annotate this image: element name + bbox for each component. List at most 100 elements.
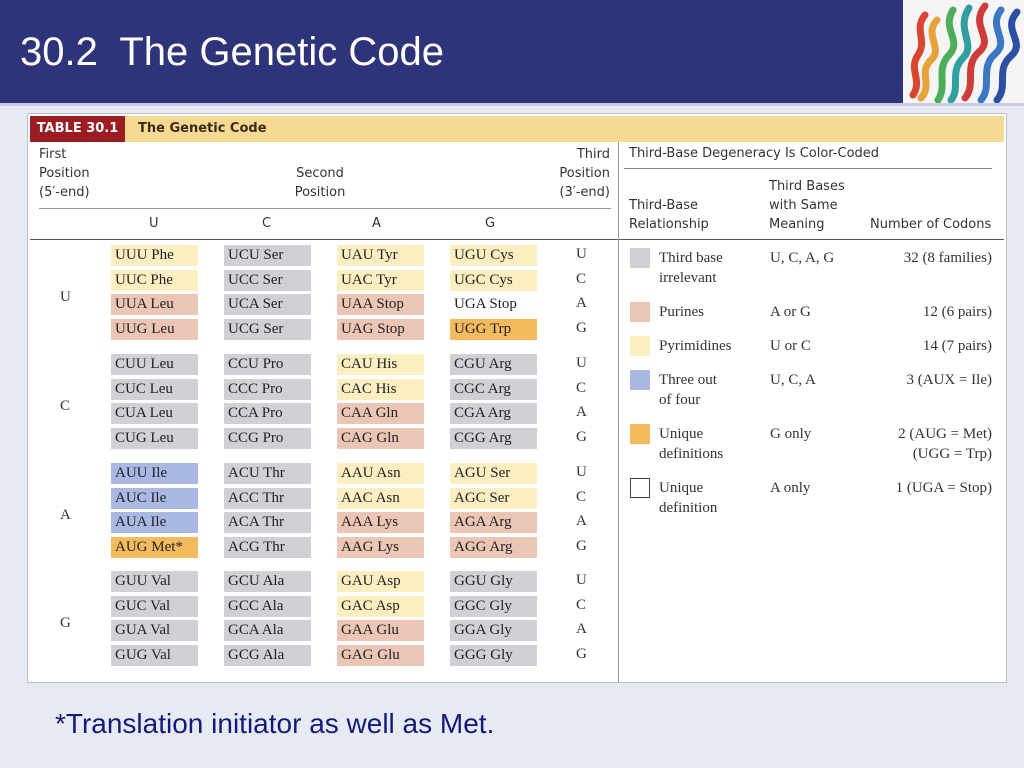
third-base-label: U [576,572,587,588]
codon-cell: ACG Thr [224,536,311,558]
codon-cell: UAC Tyr [337,269,424,291]
second-base-c: C [262,216,272,231]
legend-title: Third-Base Degeneracy Is Color-Coded [629,146,880,161]
codon-cell: CCA Pro [224,403,311,424]
codon-cell: GGG Gly [450,644,537,666]
codon-cell: ACC Thr [224,487,311,509]
first-base-label: U [60,289,71,305]
first-base-label: G [60,615,71,631]
codon-cell: CAC His [337,378,424,400]
codon-cell: AUA Ile [111,512,198,533]
codon-cell: CGA Arg [450,403,537,424]
codon-cell: UUU Phe [111,245,198,266]
title-underline [0,103,1024,106]
legend-meaning: G only [770,426,812,442]
legend-swatch-uniq [630,424,650,444]
codon-cell: GCC Ala [224,595,311,617]
genetic-code-table: TABLE 30.1 The Genetic Code First Positi… [27,113,1007,683]
legend-codon-count: 1 (UGA = Stop) [895,480,992,496]
codon-cell: GUG Val [111,644,198,666]
codon-cell: UGA Stop [450,294,537,315]
codon-cell: AGU Ser [450,463,537,484]
codon-cell: UCC Ser [224,269,311,291]
codon-cell: CGU Arg [450,354,537,375]
codon-cell: ACA Thr [224,512,311,533]
codon-cell: AAC Asn [337,487,424,509]
codon-cell: AAG Lys [337,536,424,558]
codon-cell: GGC Gly [450,595,537,617]
slide-title: 30.2 The Genetic Code [20,30,444,74]
codon-cell: GCG Ala [224,644,311,666]
legend-codon-count: 32 (8 families) [903,250,992,266]
third-base-label: C [576,596,587,613]
third-base-label: G [576,537,587,554]
codon-cell: GAA Glu [337,620,424,641]
codon-cell: UGU Cys [450,245,537,266]
third-position-header: Third Position (3′-end) [559,147,610,200]
codon-cell: GGU Gly [450,571,537,592]
legend-codon-count: 14 (7 pairs) [922,338,992,354]
codon-cell: CUC Leu [111,378,198,400]
third-base-label: A [576,621,587,637]
third-base-label: U [576,246,587,262]
codon-cell: UUC Phe [111,269,198,291]
legend-meaning: U or C [770,338,811,354]
codon-cell: UAU Tyr [337,245,424,266]
legend-codon-count: 2 (AUG = Met) (UGG = Trp) [898,426,992,462]
codon-cell: UAG Stop [337,318,424,340]
protein-structure-image [903,0,1024,104]
legend-col-meaning: Third Bases with Same Meaning [769,179,845,232]
first-base-label: C [60,398,71,414]
codon-cell: CCG Pro [224,427,311,449]
second-base-a: A [372,216,381,231]
legend-meaning: A or G [770,304,811,320]
table-top-rule [30,239,1004,240]
legend-swatch-irr [630,248,650,268]
third-base-label: C [576,488,587,505]
codon-cell: UCU Ser [224,245,311,266]
legend-meaning: A only [770,480,811,496]
codon-cell: AUU Ile [111,463,198,484]
third-base-label: G [576,428,587,445]
table-banner: TABLE 30.1 The Genetic Code [30,116,1004,142]
codon-cell: CUG Leu [111,427,198,449]
third-base-label: U [576,355,587,371]
codon-cell: UUG Leu [111,318,198,340]
legend-meaning: U, C, A, G [770,250,835,266]
codon-cell: GUA Val [111,620,198,641]
third-base-label: A [576,295,587,311]
codon-cell: UGC Cys [450,269,537,291]
legend-codon-count: 3 (AUX = Ile) [906,372,992,388]
codon-cell: CAG Gln [337,427,424,449]
codon-cell: GUC Val [111,595,198,617]
first-base-label: A [60,507,71,523]
legend-swatch-three [630,370,650,390]
third-base-label: A [576,404,587,420]
legend-meaning: U, C, A [770,372,816,388]
codon-cell: CGC Arg [450,378,537,400]
codon-cell: CGG Arg [450,427,537,449]
codon-cell: GCA Ala [224,620,311,641]
codon-cell: AUG Met* [111,536,198,558]
third-base-label: U [576,464,587,480]
third-base-label: A [576,513,587,529]
legend-relationship: Three out of four [659,372,717,408]
legend-swatch-pur [630,302,650,322]
codon-cell: CCU Pro [224,354,311,375]
codon-cell: CUA Leu [111,403,198,424]
legend-col-count: Number of Codons [870,217,992,232]
second-base-u: U [149,216,159,231]
codon-cell: GAU Asp [337,571,424,592]
third-base-label: G [576,319,587,336]
codon-cell: GGA Gly [450,620,537,641]
legend-col-relationship: Third-Base Relationship [629,198,709,232]
second-position-header: Second Position [294,166,346,200]
codon-cell: UUA Leu [111,294,198,315]
table-number: TABLE 30.1 [30,116,125,142]
codon-cell: CAA Gln [337,403,424,424]
codon-cell: UGG Trp [450,318,537,340]
legend-relationship: Unique definitions [659,426,724,462]
codon-cell: AUC Ile [111,487,198,509]
title-bar: 30.2 The Genetic Code [0,0,1024,106]
legend-swatch-pyr [630,336,650,356]
